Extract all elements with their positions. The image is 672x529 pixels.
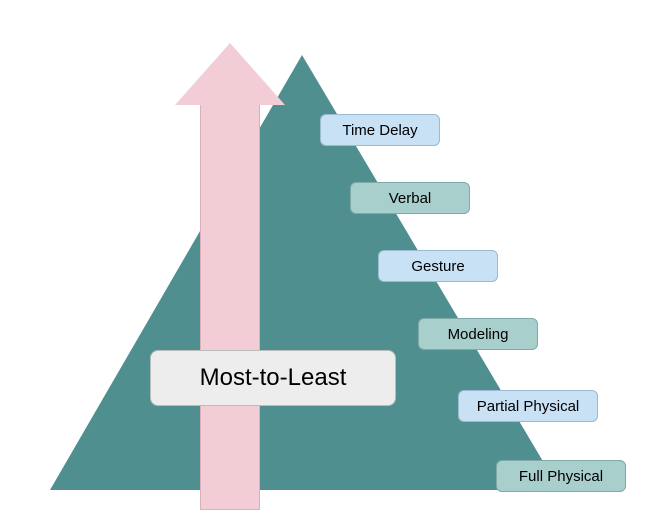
label-full-physical: Full Physical <box>496 460 626 492</box>
label-text: Verbal <box>389 190 432 207</box>
arrow-shaft <box>200 105 260 510</box>
label-partial-physical: Partial Physical <box>458 390 598 422</box>
label-text: Time Delay <box>342 122 417 139</box>
label-text: Modeling <box>448 326 509 343</box>
label-text: Gesture <box>411 258 464 275</box>
label-text: Partial Physical <box>477 398 580 415</box>
label-modeling: Modeling <box>418 318 538 350</box>
label-text: Full Physical <box>519 468 603 485</box>
label-verbal: Verbal <box>350 182 470 214</box>
arrow-head <box>175 43 285 105</box>
label-gesture: Gesture <box>378 250 498 282</box>
label-time-delay: Time Delay <box>320 114 440 146</box>
title-text: Most-to-Least <box>200 364 347 392</box>
title-box: Most-to-Least <box>150 350 396 406</box>
